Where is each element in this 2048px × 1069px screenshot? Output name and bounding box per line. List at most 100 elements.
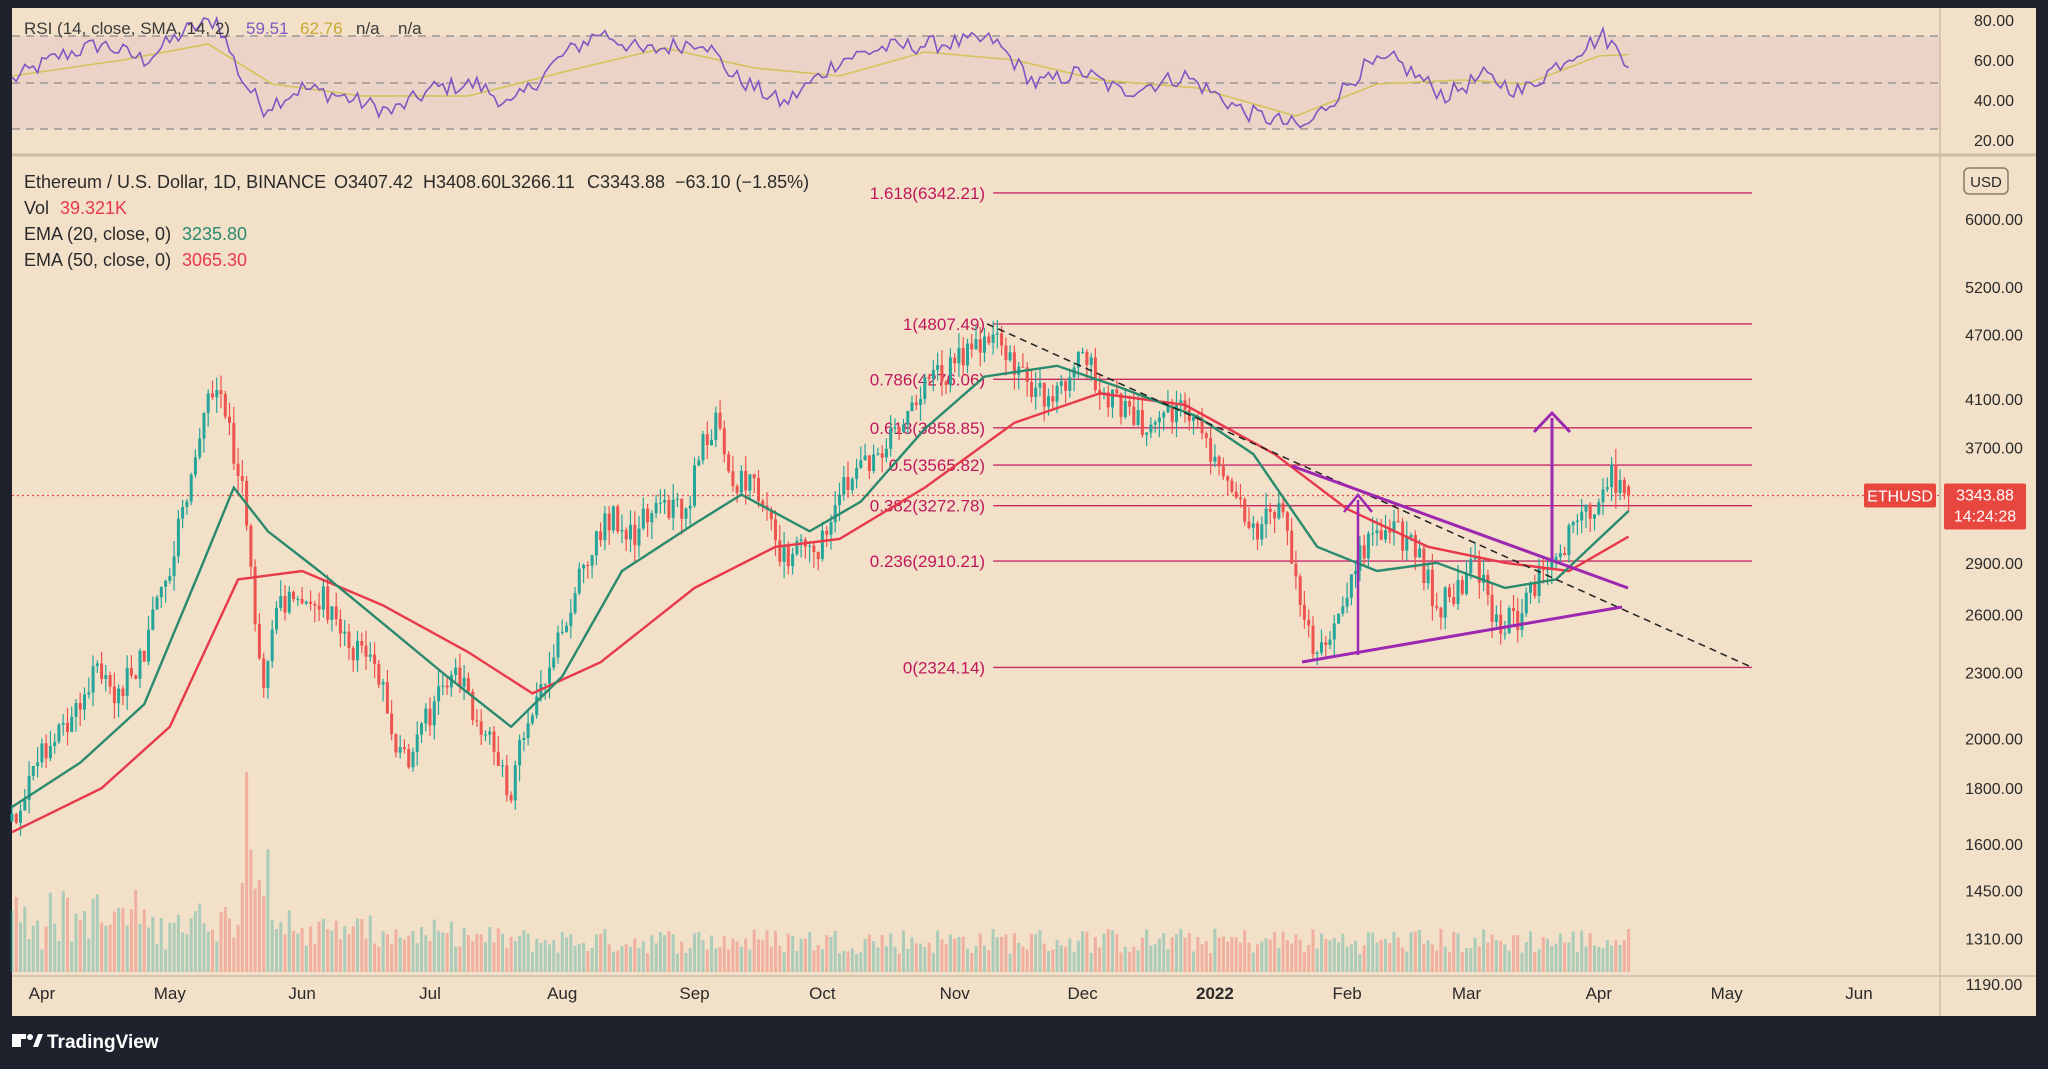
- candle-up: [1366, 533, 1370, 559]
- candle-down: [407, 749, 411, 768]
- legend-low: L3266.11: [501, 172, 575, 192]
- fib-level-label: 1.618(6342.21): [870, 184, 985, 203]
- volume-bar: [539, 943, 543, 972]
- volume-bar: [44, 926, 48, 972]
- candle-down: [778, 540, 782, 562]
- candle-up: [1601, 489, 1605, 503]
- candle-down: [633, 524, 637, 546]
- candle-down: [1285, 512, 1289, 531]
- volume-bar: [292, 931, 295, 972]
- candle-down: [599, 531, 603, 541]
- volume-bar: [1448, 951, 1451, 972]
- price-pane[interactable]: 1.618(6342.21) 1(4807.49) 0.786(4276.06) 0.…: [10, 172, 1941, 972]
- candle-up: [1610, 464, 1614, 488]
- candle-up: [688, 505, 692, 509]
- volume-bar: [552, 940, 556, 972]
- volume-bar: [727, 949, 731, 972]
- volume-bar: [641, 941, 645, 972]
- volume-bar: [364, 938, 368, 972]
- volume-bar: [1512, 935, 1515, 972]
- candle-down: [44, 743, 48, 759]
- volume-bar: [1021, 946, 1025, 972]
- candle-up: [202, 413, 206, 439]
- volume-bar: [897, 953, 901, 972]
- candle-down: [1627, 486, 1631, 496]
- candle-up: [1358, 545, 1362, 571]
- candle-down: [326, 586, 330, 620]
- volume-bar: [1264, 938, 1268, 972]
- volume-bar: [83, 911, 86, 972]
- volume-bar: [95, 894, 99, 972]
- volume-bar: [1157, 938, 1161, 972]
- triangle-pattern[interactable]: [1291, 410, 1629, 664]
- candle-down: [1452, 597, 1456, 605]
- candle-up: [1580, 511, 1584, 521]
- price-axis-tick: 5200.00: [1965, 280, 2023, 297]
- volume-bar: [262, 896, 266, 972]
- candle-up: [714, 412, 718, 440]
- legend-ema50-value: 3065.30: [182, 250, 247, 270]
- volume-bar: [87, 938, 91, 972]
- candle-down: [1128, 401, 1132, 407]
- rsi-pane[interactable]: RSI (14, close, SMA, 14, 2) 59.51 62.76 …: [11, 15, 1940, 130]
- volume-bar: [1136, 950, 1140, 972]
- volume-bar: [300, 928, 304, 972]
- candle-up: [859, 460, 863, 468]
- volume-bar: [253, 888, 257, 972]
- candle-down: [253, 566, 257, 625]
- price-axis-tick: 1800.00: [1965, 781, 2023, 798]
- candle-up: [1571, 522, 1575, 526]
- price-axis[interactable]: 80.00 60.00 40.00 20.00 6000.00 5200.00 4700.…: [1864, 8, 2026, 1016]
- volume-bar: [112, 911, 116, 972]
- volume-bar: [1149, 945, 1153, 972]
- volume-bar: [223, 907, 227, 972]
- candle-up: [872, 454, 876, 471]
- volume-bar: [731, 938, 735, 972]
- volume-bar: [313, 944, 317, 972]
- candle-up: [966, 343, 969, 366]
- candle-up: [1443, 587, 1447, 618]
- candle-down: [914, 402, 918, 406]
- candle-up: [1145, 432, 1149, 435]
- candle-down: [471, 691, 475, 721]
- volume-bar: [1192, 951, 1195, 972]
- candle-down: [1290, 530, 1294, 564]
- candle-up: [1076, 352, 1080, 368]
- candle-up: [1332, 623, 1336, 640]
- candle-down: [1422, 548, 1426, 583]
- volume-bar: [543, 940, 547, 972]
- rsi-lines: [11, 15, 1629, 129]
- candle-down: [309, 601, 313, 604]
- volume-bar: [1038, 930, 1042, 972]
- candle-up: [1392, 521, 1396, 533]
- candle-down: [240, 476, 244, 481]
- time-axis[interactable]: Apr May Jun Jul Aug Sep Oct Nov Dec 2022 Feb Mar Apr…: [12, 975, 2036, 1003]
- volume-bar: [1226, 941, 1230, 972]
- volume-bar: [1230, 936, 1234, 972]
- volume-bar: [991, 929, 995, 972]
- volume-bar: [1277, 947, 1281, 972]
- candle-down: [897, 427, 901, 432]
- legend-ema20-value: 3235.80: [182, 224, 247, 244]
- volume-bar: [611, 951, 615, 972]
- candle-up: [526, 723, 530, 739]
- time-axis-label: Jun: [1845, 984, 1872, 1003]
- candle-up: [23, 800, 27, 811]
- candle-down: [351, 648, 355, 661]
- candle-up: [535, 696, 539, 716]
- volume-bar: [330, 930, 334, 972]
- volume-bar: [1430, 944, 1434, 972]
- price-axis-ticks: 6000.00 5200.00 4700.00 4100.00 3700.00 2900.…: [1965, 212, 2023, 994]
- volume-bar: [142, 909, 146, 972]
- candle-down: [1239, 497, 1242, 500]
- volume-bar: [1597, 946, 1601, 972]
- volume-bar: [1554, 943, 1558, 972]
- candle-up: [266, 661, 270, 688]
- currency-button[interactable]: USD: [1963, 167, 2009, 195]
- rsi-value-1: 59.51: [246, 19, 289, 38]
- candle-up: [1584, 504, 1588, 512]
- candle-up: [1465, 573, 1468, 594]
- candle-up: [1503, 633, 1507, 635]
- volume-bar: [1196, 937, 1200, 972]
